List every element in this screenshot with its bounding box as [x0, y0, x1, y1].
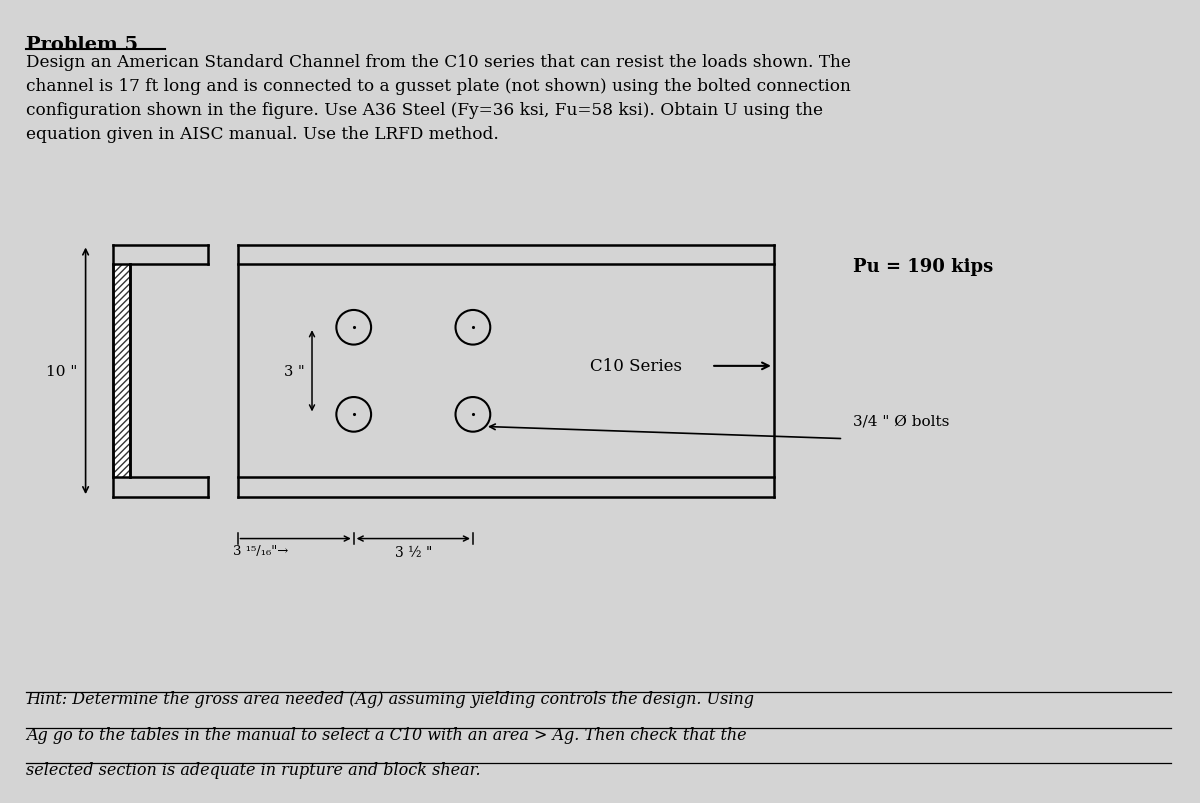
Text: 10 ": 10 "	[47, 365, 78, 378]
Bar	[114, 265, 131, 478]
Text: 3/4 " Ø bolts: 3/4 " Ø bolts	[853, 414, 949, 428]
Text: Hint: Determine the gross area needed (Ag) assuming yielding controls the design: Hint: Determine the gross area needed (A…	[26, 690, 754, 707]
Text: Pu = 190 kips: Pu = 190 kips	[853, 258, 994, 276]
Text: 3 ": 3 "	[284, 365, 305, 378]
Text: Problem 5: Problem 5	[26, 36, 138, 54]
Text: C10 Series: C10 Series	[590, 358, 682, 375]
Text: Design an American Standard Channel from the C10 series that can resist the load: Design an American Standard Channel from…	[26, 54, 851, 143]
Text: Ag go to the tables in the manual to select a C10 with an area > Ag. Then check : Ag go to the tables in the manual to sel…	[26, 726, 746, 743]
Text: 3 ¹⁵/₁₆"→: 3 ¹⁵/₁₆"→	[233, 544, 288, 556]
Text: 3 ½ ": 3 ½ "	[395, 546, 432, 560]
Text: selected section is adequate in rupture and block shear.: selected section is adequate in rupture …	[26, 761, 481, 778]
